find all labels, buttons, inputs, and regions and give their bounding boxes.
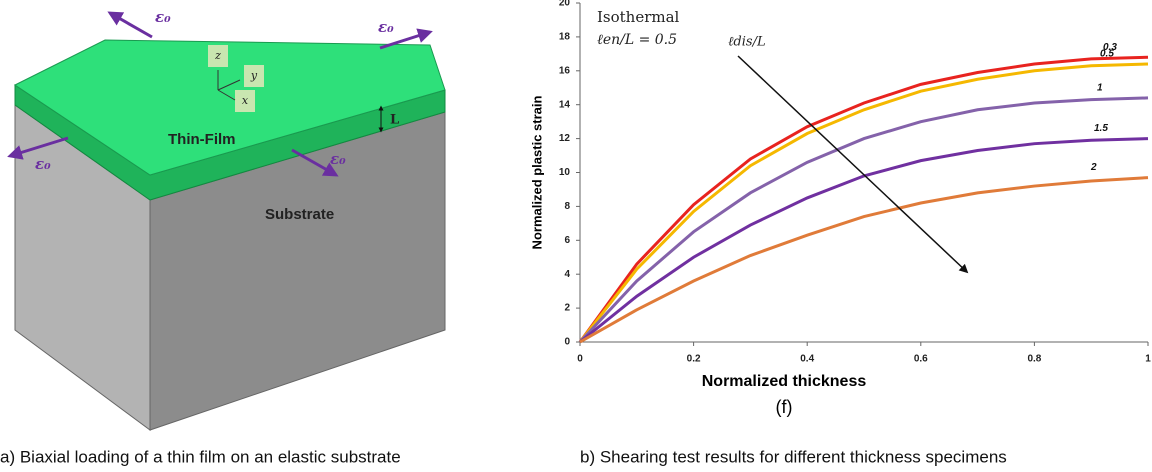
y-tick-label: 8 xyxy=(564,201,570,212)
film-top xyxy=(14,39,446,176)
load-arrow xyxy=(7,136,69,160)
y-tick-label: 20 xyxy=(559,0,571,9)
y-tick-label: 12 xyxy=(559,133,571,144)
legend-label: 1 xyxy=(1097,83,1103,94)
axis-label: z xyxy=(214,49,221,62)
x-tick-label: 0 xyxy=(577,354,583,365)
caption: b) Shearing test results for different t… xyxy=(580,447,1007,466)
axis-label: y xyxy=(250,69,258,82)
chart: 0 2 4 6 8 10 12 14 16 18 20 0 0.2 0.4 0.6 0.8 1 0.30.5 1 1.… xyxy=(529,0,1151,417)
y-tick-label: 16 xyxy=(559,65,571,76)
y-tick-label: 10 xyxy=(559,167,571,178)
legend-label: 1.5 xyxy=(1094,123,1108,134)
x-tick-label: 0.4 xyxy=(800,354,814,365)
line-series xyxy=(578,55,1149,343)
line-series xyxy=(578,96,1149,344)
y-tick-label: 4 xyxy=(564,269,570,280)
y-axis-label: Normalized plastic strain xyxy=(529,96,544,250)
y-tick-label: 14 xyxy=(559,99,571,110)
strain-label: ε₀ xyxy=(378,18,394,36)
line-series xyxy=(579,176,1149,344)
line-series xyxy=(579,137,1149,344)
axis-label: x xyxy=(242,94,249,107)
load-arrow xyxy=(107,11,153,39)
annotation: ℓen/L = 0.5 xyxy=(597,32,677,48)
load-arrow xyxy=(379,28,433,50)
axis-box xyxy=(235,90,255,112)
x-tick-label: 0.2 xyxy=(687,354,701,365)
axis-box xyxy=(208,45,228,67)
caption: a) Biaxial loading of a thin film on an … xyxy=(0,447,401,466)
substrate-label: Substrate xyxy=(265,206,334,223)
y-tick-label: 0 xyxy=(564,337,570,348)
load-arrow xyxy=(291,148,339,177)
diagram: z y x Thin-Film Substrate L ε₀ ε₀ ε₀ ε₀ xyxy=(7,8,446,431)
legend-label: 2 xyxy=(1090,162,1097,173)
axis-box xyxy=(244,65,264,87)
thickness-label: L xyxy=(390,113,399,128)
y-tick-label: 2 xyxy=(564,303,570,314)
strain-label: ε₀ xyxy=(330,150,346,168)
legend-label: 0.5 xyxy=(1100,49,1114,60)
strain-label: ε₀ xyxy=(155,8,171,26)
film-label: Thin-Film xyxy=(168,131,236,148)
x-tick-label: 1 xyxy=(1145,354,1151,365)
legend-label: 0.3 xyxy=(1103,42,1117,53)
annotation: ℓdis/L xyxy=(728,35,766,50)
x-axis-label: Normalized thickness xyxy=(702,373,867,390)
annotation: Isothermal xyxy=(597,8,680,26)
panel-label: (f) xyxy=(776,397,793,417)
x-tick-label: 0.6 xyxy=(914,354,928,365)
x-tick-label: 0.8 xyxy=(1027,354,1041,365)
axes xyxy=(217,70,241,101)
y-tick-label: 6 xyxy=(564,235,570,246)
trend-arrow xyxy=(737,55,969,274)
y-tick-label: 18 xyxy=(559,32,571,43)
line-series xyxy=(578,62,1149,343)
strain-label: ε₀ xyxy=(35,155,51,173)
